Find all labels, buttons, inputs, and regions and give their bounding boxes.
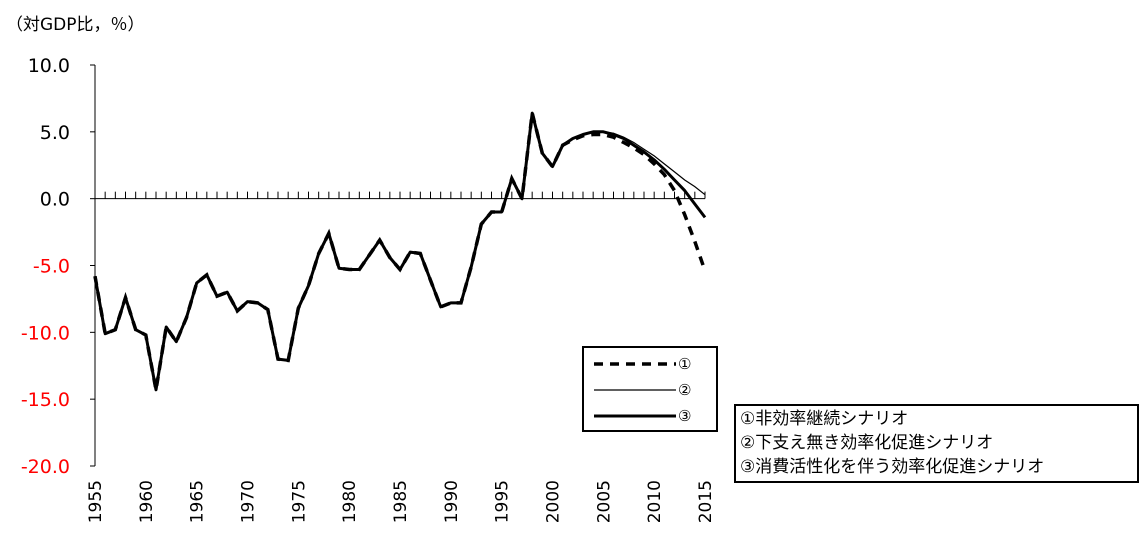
y-tick-label-3: -5.0 [33,256,70,278]
series-line-1 [93,112,707,391]
x-tick-label-6: 1985 [391,480,411,523]
legend-item-3: ③ [590,405,714,427]
scenario-3: ③消費活性化を伴う効率化促進シナリオ [740,457,1045,477]
x-tick-label-2: 1965 [188,480,208,523]
scenario-2: ②下支え無き効率化促進シナリオ [740,433,994,453]
y-tick-label-1: 5.0 [40,122,70,144]
legend-item-1: ① [590,353,714,375]
legend-label-1: ① [678,355,692,373]
series-lines [93,111,707,392]
legend-item-2: ② [590,379,714,401]
legend: ① ② ③ [582,346,718,432]
legend-label-3: ③ [678,407,692,425]
x-tick-label-5: 1980 [340,480,360,523]
x-tick-label-12: 2015 [696,480,716,523]
x-tick-label-7: 1990 [442,480,462,523]
y-tick-label-0: 10.0 [28,55,70,77]
legend-swatch-dashed [594,362,676,366]
legend-swatch-thin [594,389,676,391]
x-tick-label-8: 1995 [493,480,513,523]
x-tick-label-0: 1955 [86,480,106,523]
x-axis-ticks: 1955 1960 1965 1970 1975 1980 1985 1990 1995 2000… [86,191,716,523]
x-tick-label-4: 1975 [289,480,309,523]
y-tick-label-6: -20.0 [21,456,70,478]
x-tick-label-3: 1970 [239,480,259,523]
x-tick-label-1: 1960 [137,480,157,523]
y-tick-label-2: 0.0 [40,189,70,211]
y-axis-ticks: 10.0 5.0 0.0 -5.0 -10.0 -15.0 -20.0 [21,55,95,478]
y-tick-label-5: -15.0 [21,389,70,411]
legend-label-2: ② [678,381,692,399]
x-tick-label-10: 2005 [594,480,614,523]
unit-label: （対GDP比，％） [6,15,145,35]
y-tick-label-4: -10.0 [21,322,70,344]
legend-swatch-thick [594,414,676,418]
x-tick-label-9: 2000 [544,480,564,523]
scenario-1: ①非効率継続シナリオ [740,409,909,429]
scenario-notes: ①非効率継続シナリオ ②下支え無き効率化促進シナリオ ③消費活性化を伴う効率化促… [734,404,1139,483]
x-tick-label-11: 2010 [645,480,665,523]
